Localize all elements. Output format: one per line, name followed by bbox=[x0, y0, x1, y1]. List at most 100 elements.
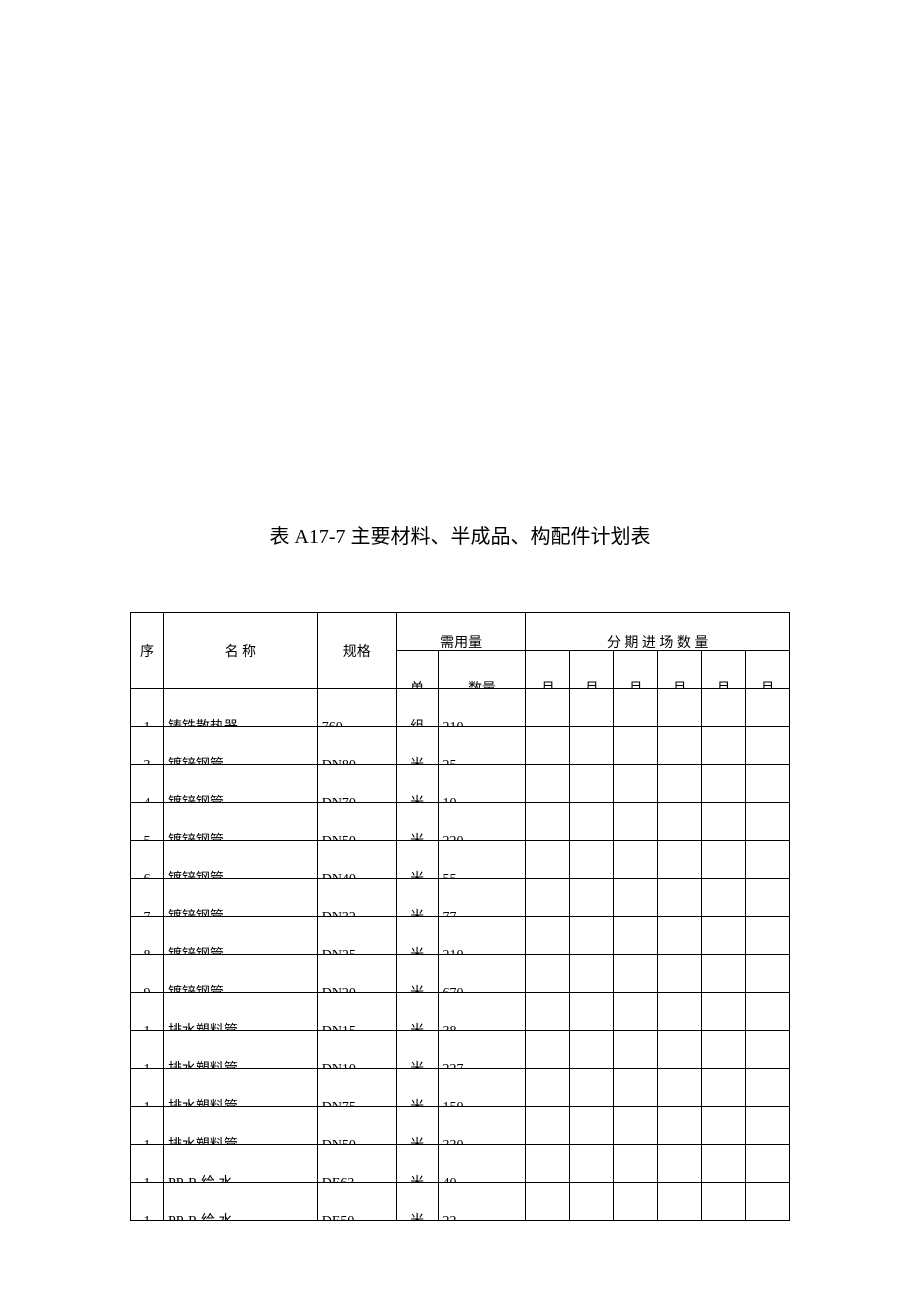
table-row: 4 镀锌钢管 DN70 米 10 bbox=[131, 765, 790, 803]
cell-seq: 9 bbox=[131, 955, 164, 993]
header-month-5: 月 bbox=[702, 651, 746, 689]
cell-month-1 bbox=[526, 765, 570, 803]
cell-month-4 bbox=[658, 879, 702, 917]
cell-month-1 bbox=[526, 1183, 570, 1221]
cell-month-5 bbox=[702, 1107, 746, 1145]
cell-name: 镀锌钢管 bbox=[163, 879, 317, 917]
cell-month-1 bbox=[526, 993, 570, 1031]
cell-qty: 210 bbox=[438, 689, 526, 727]
cell-month-5 bbox=[702, 1145, 746, 1183]
cell-spec: DN32 bbox=[317, 879, 396, 917]
cell-spec: DN40 bbox=[317, 841, 396, 879]
cell-month-5 bbox=[702, 841, 746, 879]
header-unit: 单 bbox=[396, 651, 438, 689]
cell-month-3 bbox=[614, 917, 658, 955]
cell-name: 排水塑料管 bbox=[163, 1069, 317, 1107]
cell-month-1 bbox=[526, 1069, 570, 1107]
cell-name: 排水塑料管 bbox=[163, 1107, 317, 1145]
cell-month-5 bbox=[702, 1183, 746, 1221]
cell-month-1 bbox=[526, 1107, 570, 1145]
cell-spec: DN50 bbox=[317, 1107, 396, 1145]
cell-month-6 bbox=[745, 1107, 789, 1145]
cell-seq: 1 bbox=[131, 1183, 164, 1221]
cell-month-3 bbox=[614, 765, 658, 803]
cell-spec: DN80 bbox=[317, 727, 396, 765]
cell-month-4 bbox=[658, 803, 702, 841]
cell-month-2 bbox=[570, 993, 614, 1031]
cell-month-4 bbox=[658, 917, 702, 955]
cell-qty: 22 bbox=[438, 1183, 526, 1221]
cell-seq: 8 bbox=[131, 917, 164, 955]
cell-name: 排水塑料管 bbox=[163, 993, 317, 1031]
cell-month-2 bbox=[570, 1145, 614, 1183]
page-title: 表 A17-7 主要材料、半成品、构配件计划表 bbox=[0, 520, 920, 549]
table-row: 9 镀锌钢管 DN20 米 670 bbox=[131, 955, 790, 993]
cell-month-3 bbox=[614, 879, 658, 917]
cell-month-6 bbox=[745, 955, 789, 993]
cell-month-1 bbox=[526, 727, 570, 765]
cell-month-6 bbox=[745, 1069, 789, 1107]
table-row: 6 镀锌钢管 DN40 米 55 bbox=[131, 841, 790, 879]
cell-unit: 米 bbox=[396, 1183, 438, 1221]
cell-qty: 670 bbox=[438, 955, 526, 993]
cell-seq: 3 bbox=[131, 727, 164, 765]
cell-seq: 1 bbox=[131, 1107, 164, 1145]
table-row: 1 PP-R 给 水 DE63 米 40 bbox=[131, 1145, 790, 1183]
cell-month-6 bbox=[745, 727, 789, 765]
cell-month-1 bbox=[526, 803, 570, 841]
cell-unit: 米 bbox=[396, 993, 438, 1031]
cell-unit: 米 bbox=[396, 841, 438, 879]
cell-month-2 bbox=[570, 689, 614, 727]
cell-name: 铸铁散热器 bbox=[163, 689, 317, 727]
cell-name: 排水塑料管 bbox=[163, 1031, 317, 1069]
header-name: 名 称 bbox=[163, 613, 317, 689]
table-row: 1 排水塑料管 DN50 米 330 bbox=[131, 1107, 790, 1145]
cell-spec: DN10 bbox=[317, 1031, 396, 1069]
cell-month-1 bbox=[526, 917, 570, 955]
cell-month-2 bbox=[570, 803, 614, 841]
header-month-6: 月 bbox=[745, 651, 789, 689]
cell-seq: 5 bbox=[131, 803, 164, 841]
cell-spec: DE50 bbox=[317, 1183, 396, 1221]
cell-month-2 bbox=[570, 841, 614, 879]
cell-month-4 bbox=[658, 1145, 702, 1183]
cell-month-6 bbox=[745, 689, 789, 727]
cell-month-4 bbox=[658, 1031, 702, 1069]
cell-seq: 7 bbox=[131, 879, 164, 917]
cell-unit: 组 bbox=[396, 689, 438, 727]
cell-qty: 77 bbox=[438, 879, 526, 917]
cell-month-4 bbox=[658, 841, 702, 879]
cell-month-5 bbox=[702, 803, 746, 841]
cell-month-4 bbox=[658, 689, 702, 727]
cell-qty: 220 bbox=[438, 803, 526, 841]
cell-month-3 bbox=[614, 1107, 658, 1145]
cell-month-5 bbox=[702, 1069, 746, 1107]
cell-name: PP-R 给 水 bbox=[163, 1145, 317, 1183]
cell-unit: 米 bbox=[396, 1069, 438, 1107]
cell-month-2 bbox=[570, 1183, 614, 1221]
cell-month-4 bbox=[658, 993, 702, 1031]
cell-seq: 1 bbox=[131, 689, 164, 727]
cell-month-5 bbox=[702, 689, 746, 727]
cell-spec: DN20 bbox=[317, 955, 396, 993]
cell-qty: 227 bbox=[438, 1031, 526, 1069]
cell-name: 镀锌钢管 bbox=[163, 765, 317, 803]
cell-month-2 bbox=[570, 879, 614, 917]
cell-month-1 bbox=[526, 955, 570, 993]
cell-month-2 bbox=[570, 727, 614, 765]
cell-spec: DN15 bbox=[317, 993, 396, 1031]
cell-qty: 330 bbox=[438, 1107, 526, 1145]
cell-spec: DN75 bbox=[317, 1069, 396, 1107]
cell-name: 镀锌钢管 bbox=[163, 841, 317, 879]
cell-month-3 bbox=[614, 1031, 658, 1069]
cell-qty: 150 bbox=[438, 1069, 526, 1107]
cell-month-2 bbox=[570, 955, 614, 993]
table-row: 3 镀锌钢管 DN80 米 25 bbox=[131, 727, 790, 765]
cell-qty: 40 bbox=[438, 1145, 526, 1183]
table-row: 1 排水塑料管 DN15 米 38 bbox=[131, 993, 790, 1031]
cell-seq: 4 bbox=[131, 765, 164, 803]
cell-unit: 米 bbox=[396, 917, 438, 955]
cell-month-5 bbox=[702, 955, 746, 993]
table-row: 5 镀锌钢管 DN50 米 220 bbox=[131, 803, 790, 841]
table-row: 1 排水塑料管 DN75 米 150 bbox=[131, 1069, 790, 1107]
